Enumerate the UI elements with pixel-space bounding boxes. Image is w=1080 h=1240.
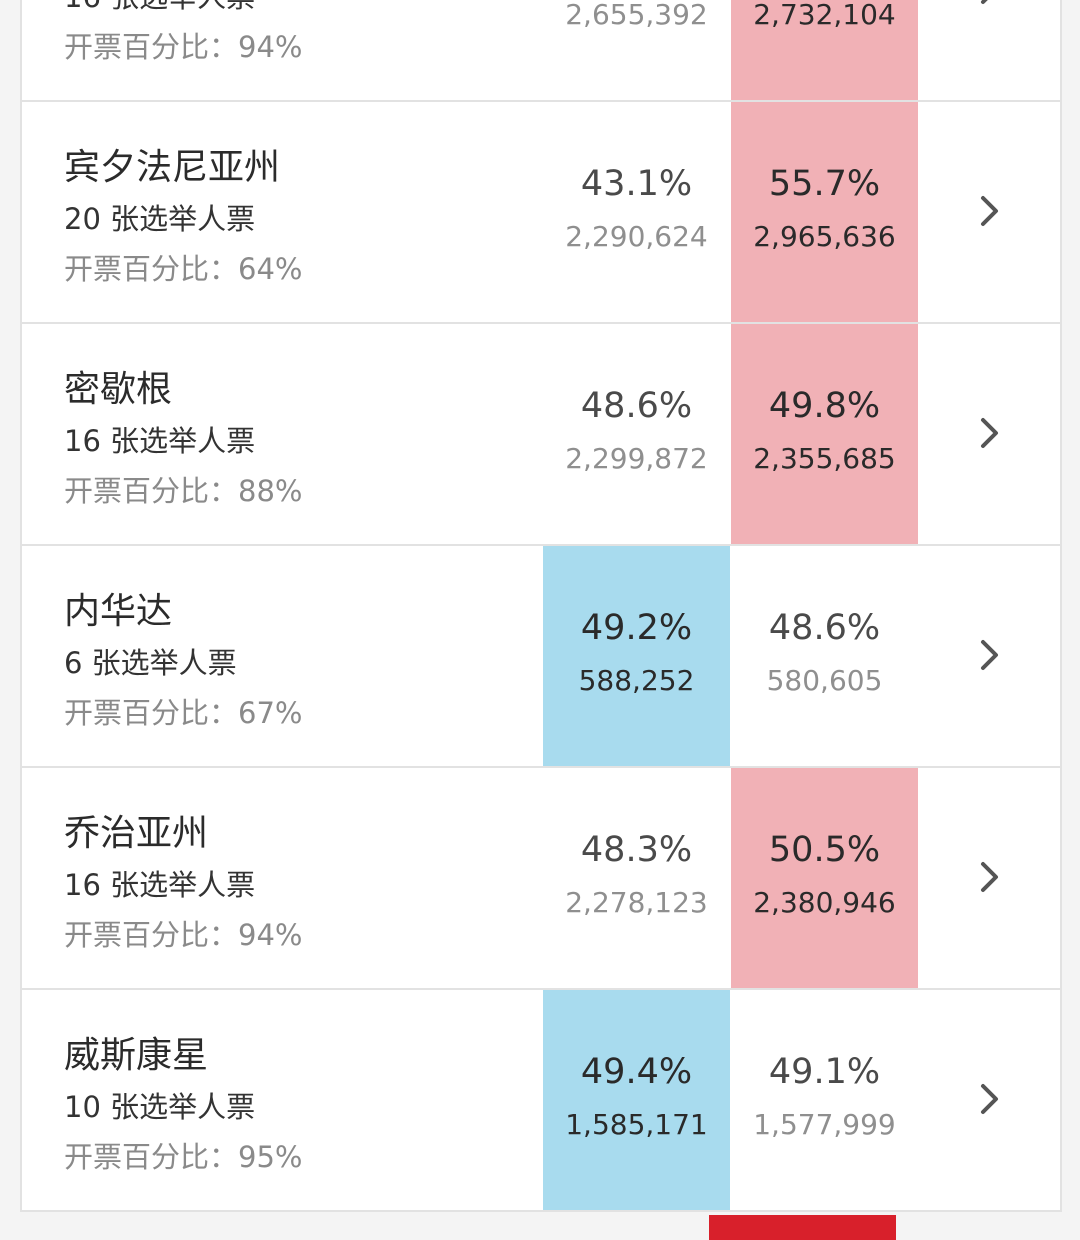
rep-result-cell: 48.6% 580,605 (731, 546, 918, 766)
rep-result-cell: 55.7% 2,965,636 (731, 102, 918, 322)
reporting-percent: 开票百分比：94% (64, 30, 303, 64)
rep-percent: 48.6% (768, 608, 881, 648)
rep-result-cell: 49.1% 1,577,999 (731, 990, 918, 1210)
rep-percent: 49.1% (768, 1052, 881, 1092)
electoral-votes: 10 张选举人票 (64, 1090, 256, 1124)
reporting-percent: 开票百分比：64% (64, 252, 303, 286)
dem-result-cell: 49.2% 588,252 (543, 546, 730, 766)
rep-vote-count: 2,380,946 (753, 886, 896, 919)
chevron-right-icon[interactable] (972, 416, 1006, 450)
rep-percent: 55.7% (768, 164, 881, 204)
dem-result-cell: 48.6% 2,299,872 (543, 324, 730, 544)
rep-result-cell: 2,732,104 (731, 0, 918, 100)
rep-vote-count: 580,605 (766, 664, 883, 697)
dem-vote-count: 2,278,123 (565, 886, 708, 919)
dem-percent: 49.2% (580, 608, 693, 648)
state-row[interactable]: 宾夕法尼亚州 20 张选举人票 开票百分比：64% 43.1% 2,290,62… (22, 102, 1060, 324)
state-row[interactable]: 密歇根 16 张选举人票 开票百分比：88% 48.6% 2,299,872 4… (22, 324, 1060, 546)
rep-percent: 49.8% (768, 386, 881, 426)
reporting-percent: 开票百分比：95% (64, 1140, 303, 1174)
electoral-votes: 16 张选举人票 (64, 868, 256, 902)
rep-called-bar (709, 1215, 896, 1240)
rep-vote-count: 2,355,685 (753, 442, 896, 475)
results-list: 16 张选举人票 开票百分比：94% 2,655,392 2,732,104 宾… (20, 0, 1062, 1212)
state-name: 内华达 (64, 591, 173, 632)
rep-result-cell: 49.8% 2,355,685 (731, 324, 918, 544)
rep-vote-count: 1,577,999 (753, 1108, 896, 1141)
state-name: 密歇根 (64, 369, 173, 410)
dem-result-cell: 43.1% 2,290,624 (543, 102, 730, 322)
dem-vote-count: 588,252 (578, 664, 695, 697)
reporting-percent: 开票百分比：67% (64, 696, 303, 730)
reporting-percent: 开票百分比：88% (64, 474, 303, 508)
rep-vote-count: 2,965,636 (753, 220, 896, 253)
reporting-percent: 开票百分比：94% (64, 918, 303, 952)
dem-result-cell: 48.3% 2,278,123 (543, 768, 730, 988)
dem-result-cell: 2,655,392 (543, 0, 730, 100)
dem-vote-count: 2,290,624 (565, 220, 708, 253)
state-row[interactable]: 内华达 6 张选举人票 开票百分比：67% 49.2% 588,252 48.6… (22, 546, 1060, 768)
electoral-votes: 16 张选举人票 (64, 0, 255, 16)
rep-percent: 50.5% (768, 830, 881, 870)
state-row[interactable]: 威斯康星 10 张选举人票 开票百分比：95% 49.4% 1,585,171 … (22, 990, 1060, 1212)
state-row[interactable]: 乔治亚州 16 张选举人票 开票百分比：94% 48.3% 2,278,123 … (22, 768, 1060, 990)
state-name: 威斯康星 (64, 1035, 209, 1076)
state-name: 宾夕法尼亚州 (64, 147, 281, 188)
chevron-right-icon[interactable] (972, 194, 1006, 228)
state-row[interactable]: 16 张选举人票 开票百分比：94% 2,655,392 2,732,104 (22, 0, 1060, 102)
dem-vote-count: 2,655,392 (565, 0, 708, 31)
dem-result-cell: 49.4% 1,585,171 (543, 990, 730, 1210)
rep-vote-count: 2,732,104 (753, 0, 896, 31)
dem-percent: 48.6% (580, 386, 693, 426)
chevron-right-icon[interactable] (972, 638, 1006, 672)
chevron-right-icon[interactable] (972, 860, 1006, 894)
rep-result-cell: 50.5% 2,380,946 (731, 768, 918, 988)
dem-percent: 43.1% (580, 164, 693, 204)
electoral-votes: 16 张选举人票 (64, 424, 256, 458)
dem-percent: 49.4% (580, 1052, 693, 1092)
electoral-votes: 20 张选举人票 (64, 202, 256, 236)
dem-vote-count: 2,299,872 (565, 442, 708, 475)
dem-vote-count: 1,585,171 (565, 1108, 708, 1141)
state-name: 乔治亚州 (64, 813, 209, 854)
chevron-right-icon[interactable] (972, 1082, 1006, 1116)
electoral-votes: 6 张选举人票 (64, 646, 237, 680)
chevron-right-icon[interactable] (972, 0, 1006, 6)
dem-percent: 48.3% (580, 830, 693, 870)
